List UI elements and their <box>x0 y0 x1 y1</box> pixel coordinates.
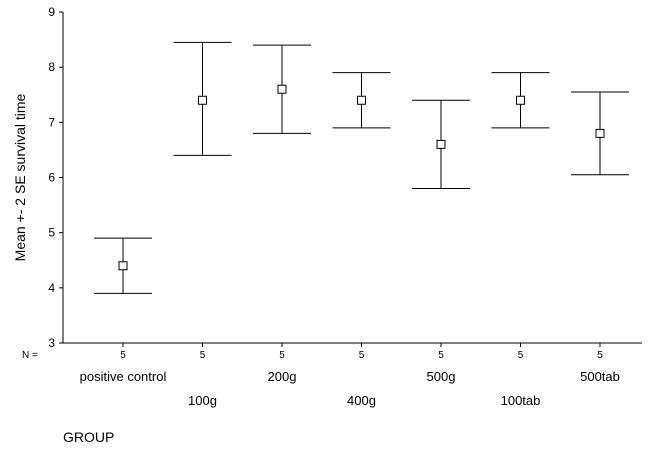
n-value: 5 <box>438 350 444 361</box>
error-bar <box>94 237 152 294</box>
y-tick-label: 7 <box>48 115 55 129</box>
mean-marker <box>516 95 525 105</box>
error-bar <box>571 91 629 176</box>
n-value: 5 <box>597 350 603 361</box>
category-label: 100tab <box>501 393 541 408</box>
error-bar <box>173 41 232 156</box>
n-value: 5 <box>279 350 285 361</box>
error-bar <box>332 72 391 129</box>
y-tick-label: 6 <box>48 171 55 185</box>
y-tick-label: 5 <box>48 226 55 240</box>
n-value: 5 <box>200 350 206 361</box>
y-ticks: 3 4 5 6 7 8 9 <box>48 5 63 350</box>
n-value: 5 <box>120 350 126 361</box>
n-prefix-label: N = <box>22 350 38 361</box>
category-label: 100g <box>188 393 217 408</box>
sample-size-row: N = 5 5 5 5 5 5 5 <box>22 350 603 361</box>
x-ticks <box>122 343 601 347</box>
category-label: 500tab <box>580 369 620 384</box>
n-value: 5 <box>359 350 365 361</box>
mean-marker <box>595 128 605 138</box>
category-label: positive control <box>80 369 167 384</box>
y-tick-label: 8 <box>48 60 55 74</box>
x-axis-title: GROUP <box>63 429 114 445</box>
category-labels: positive control 100g 200g 400g 500g 100tab 50… <box>80 369 620 408</box>
error-bars <box>94 41 629 294</box>
mean-marker <box>118 261 128 271</box>
y-tick-label: 4 <box>48 281 55 295</box>
mean-marker <box>277 84 287 94</box>
y-axis-title: Mean +- 2 SE survival time <box>12 93 28 261</box>
error-bar <box>491 72 550 129</box>
category-label: 500g <box>427 369 456 384</box>
category-label: 400g <box>347 393 376 408</box>
y-tick-label: 3 <box>48 336 55 350</box>
error-bar <box>253 44 311 134</box>
y-tick-label: 9 <box>48 5 55 19</box>
category-label: 200g <box>268 369 297 384</box>
mean-marker <box>357 95 366 105</box>
mean-marker <box>436 139 446 149</box>
n-value: 5 <box>518 350 524 361</box>
mean-marker <box>198 95 207 105</box>
error-bar <box>412 99 470 190</box>
